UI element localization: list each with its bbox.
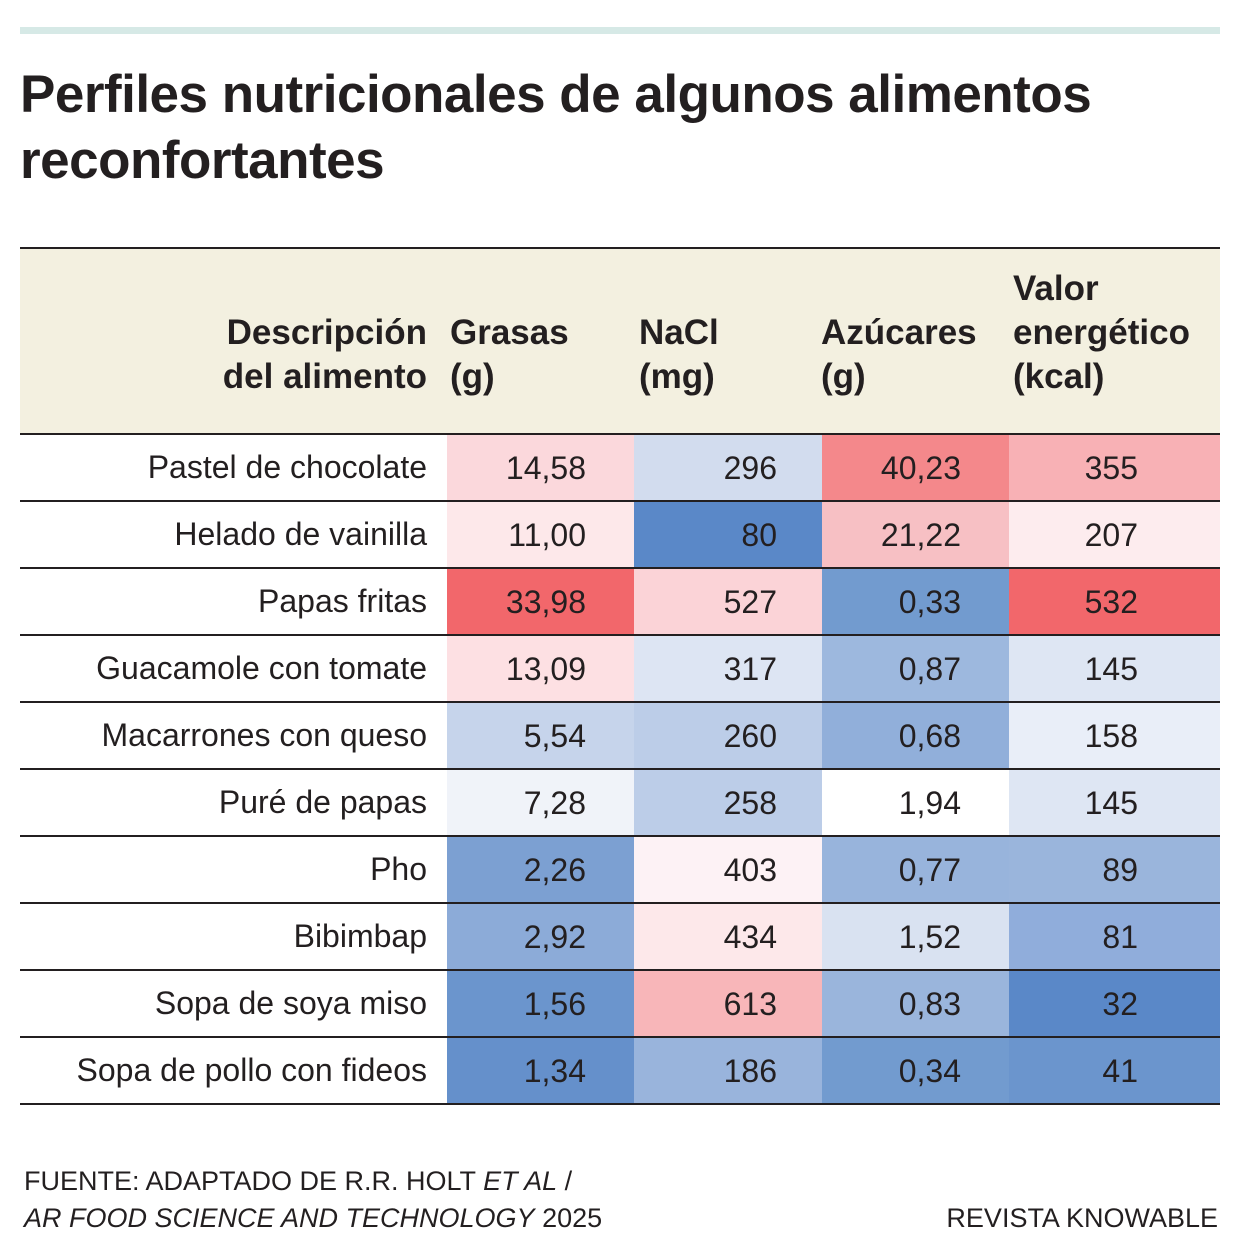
table-row-papas-fritas: Papas fritas 33,98 527 0,33 532 — [20, 569, 1220, 636]
value-cell: 355 — [1009, 435, 1220, 500]
value-cell: 41 — [1009, 1038, 1220, 1103]
value-cell: 14,58 — [447, 435, 634, 500]
value-cell: 0,87 — [822, 636, 1009, 701]
value-cell: 0,68 — [822, 703, 1009, 768]
row-label: Pastel de chocolate — [147, 449, 427, 485]
row-label: Sopa de soya miso — [154, 985, 427, 1021]
value-cell: 2,92 — [447, 904, 634, 969]
table-body: Pastel de chocolate 14,58 296 40,23 355 Helad… — [20, 435, 1220, 1105]
table-row-guacamole-con-tomate: Guacamole con tomate 13,09 317 0,87 145 — [20, 636, 1220, 703]
header-description: Descripción del alimento — [222, 313, 427, 396]
table-row-pastel-de-chocolate: Pastel de chocolate 14,58 296 40,23 355 — [20, 435, 1220, 502]
source-year: 2025 — [534, 1203, 603, 1233]
row-label: Sopa de pollo con fideos — [76, 1052, 427, 1088]
value-cell: 1,52 — [822, 904, 1009, 969]
table-row-sopa-de-pollo-con-fideos: Sopa de pollo con fideos 1,34 186 0,34 41 — [20, 1038, 1220, 1105]
value-cell: 7,28 — [447, 770, 634, 835]
header-energy: Valor energético (kcal) — [1013, 269, 1190, 396]
table-row-sopa-de-soya-miso: Sopa de soya miso 1,56 613 0,83 32 — [20, 971, 1220, 1038]
value-cell: 89 — [1009, 837, 1220, 902]
row-label: Puré de papas — [218, 784, 427, 820]
value-cell: 33,98 — [447, 569, 634, 634]
value-cell: 1,56 — [447, 971, 634, 1036]
header-fat: Grasas (g) — [450, 313, 569, 396]
row-label: Guacamole con tomate — [96, 650, 427, 686]
value-cell: 0,33 — [822, 569, 1009, 634]
table-row-bibimbap: Bibimbap 2,92 434 1,52 81 — [20, 904, 1220, 971]
row-label: Bibimbap — [293, 918, 427, 954]
source-separator: / — [557, 1166, 573, 1196]
value-cell: 317 — [634, 636, 822, 701]
row-label: Pho — [370, 851, 427, 887]
value-cell: 0,34 — [822, 1038, 1009, 1103]
value-cell: 145 — [1009, 636, 1220, 701]
value-cell: 1,94 — [822, 770, 1009, 835]
value-cell: 158 — [1009, 703, 1220, 768]
value-cell: 2,26 — [447, 837, 634, 902]
value-cell: 21,22 — [822, 502, 1009, 567]
value-cell: 0,77 — [822, 837, 1009, 902]
table-row-pure-de-papas: Puré de papas 7,28 258 1,94 145 — [20, 770, 1220, 837]
value-cell: 207 — [1009, 502, 1220, 567]
value-cell: 11,00 — [447, 502, 634, 567]
value-cell: 258 — [634, 770, 822, 835]
chart-title: Perfiles nutricionales de algunos alimen… — [20, 65, 1092, 190]
source-line-2: AR FOOD SCIENCE AND TECHNOLOGY 2025 — [24, 1200, 602, 1237]
value-cell: 80 — [634, 502, 822, 567]
publisher-credit: REVISTA KNOWABLE — [946, 1203, 1218, 1233]
table-row-helado-de-vainilla: Helado de vainilla 11,00 80 21,22 207 — [20, 502, 1220, 569]
top-accent-rule — [20, 27, 1220, 34]
value-cell: 5,54 — [447, 703, 634, 768]
value-cell: 613 — [634, 971, 822, 1036]
value-cell: 0,83 — [822, 971, 1009, 1036]
source-et-al: ET AL — [483, 1166, 558, 1196]
source-prefix: FUENTE: ADAPTADO DE R.R. HOLT — [24, 1166, 484, 1196]
value-cell: 260 — [634, 703, 822, 768]
value-cell: 434 — [634, 904, 822, 969]
value-cell: 403 — [634, 837, 822, 902]
value-cell: 40,23 — [822, 435, 1009, 500]
header-salt: NaCl (mg) — [639, 313, 719, 396]
value-cell: 13,09 — [447, 636, 634, 701]
row-label: Helado de vainilla — [174, 516, 427, 552]
table-header: Descripción del alimento Grasas (g) NaCl… — [20, 247, 1220, 435]
value-cell: 527 — [634, 569, 822, 634]
row-label: Papas fritas — [258, 583, 427, 619]
source-line-1: FUENTE: ADAPTADO DE R.R. HOLT ET AL / — [24, 1163, 602, 1200]
row-label: Macarrones con queso — [101, 717, 427, 753]
value-cell: 145 — [1009, 770, 1220, 835]
value-cell: 532 — [1009, 569, 1220, 634]
table-row-pho: Pho 2,26 403 0,77 89 — [20, 837, 1220, 904]
value-cell: 1,34 — [447, 1038, 634, 1103]
header-sugar: Azúcares (g) — [821, 313, 977, 396]
table-row-macarrones-con-queso: Macarrones con queso 5,54 260 0,68 158 — [20, 703, 1220, 770]
value-cell: 81 — [1009, 904, 1220, 969]
source-journal: AR FOOD SCIENCE AND TECHNOLOGY — [24, 1203, 535, 1233]
value-cell: 296 — [634, 435, 822, 500]
source-note: FUENTE: ADAPTADO DE R.R. HOLT ET AL / AR… — [24, 1163, 602, 1237]
value-cell: 186 — [634, 1038, 822, 1103]
nutrition-table: Descripción del alimento Grasas (g) NaCl… — [20, 247, 1220, 1105]
value-cell: 32 — [1009, 971, 1220, 1036]
